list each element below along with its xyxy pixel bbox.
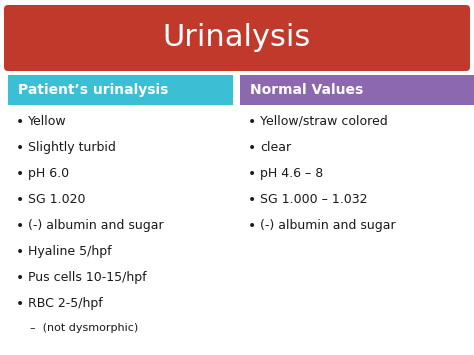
- Text: •: •: [16, 141, 24, 155]
- Text: Yellow: Yellow: [28, 115, 67, 128]
- FancyBboxPatch shape: [240, 75, 474, 105]
- Text: Patient’s urinalysis: Patient’s urinalysis: [18, 83, 168, 97]
- Text: Pus cells 10-15/hpf: Pus cells 10-15/hpf: [28, 271, 146, 284]
- Text: •: •: [16, 297, 24, 311]
- Text: pH 6.0: pH 6.0: [28, 167, 69, 180]
- Text: clear: clear: [260, 141, 291, 154]
- Text: •: •: [248, 167, 256, 181]
- Text: •: •: [248, 193, 256, 207]
- Text: Normal Values: Normal Values: [250, 83, 363, 97]
- FancyBboxPatch shape: [4, 5, 470, 71]
- Text: pH 4.6 – 8: pH 4.6 – 8: [260, 167, 323, 180]
- FancyBboxPatch shape: [8, 75, 233, 105]
- Text: •: •: [16, 193, 24, 207]
- Text: RBC 2-5/hpf: RBC 2-5/hpf: [28, 297, 103, 310]
- Text: –  (not dysmorphic): – (not dysmorphic): [30, 323, 138, 333]
- Text: •: •: [248, 219, 256, 233]
- Text: Hyaline 5/hpf: Hyaline 5/hpf: [28, 245, 111, 258]
- Text: (-) albumin and sugar: (-) albumin and sugar: [260, 219, 396, 232]
- Text: Urinalysis: Urinalysis: [163, 23, 311, 53]
- Text: •: •: [248, 115, 256, 129]
- Text: •: •: [16, 219, 24, 233]
- Text: •: •: [16, 271, 24, 285]
- Text: SG 1.000 – 1.032: SG 1.000 – 1.032: [260, 193, 367, 206]
- Text: •: •: [16, 167, 24, 181]
- Text: Yellow/straw colored: Yellow/straw colored: [260, 115, 388, 128]
- Text: Slightly turbid: Slightly turbid: [28, 141, 116, 154]
- Text: •: •: [16, 115, 24, 129]
- Text: •: •: [16, 245, 24, 259]
- Text: SG 1.020: SG 1.020: [28, 193, 85, 206]
- Text: (-) albumin and sugar: (-) albumin and sugar: [28, 219, 164, 232]
- Text: •: •: [248, 141, 256, 155]
